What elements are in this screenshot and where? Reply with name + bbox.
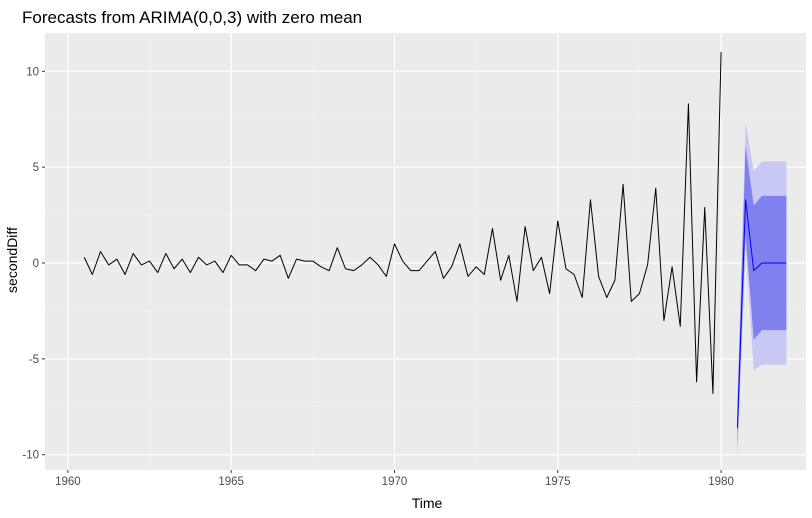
x-tick-label: 1975 <box>545 476 571 488</box>
x-axis-title: Time <box>412 495 443 511</box>
prediction-interval-80 <box>737 146 787 448</box>
y-tick-label: 5 <box>33 162 39 174</box>
y-axis: -10 -5 0 5 10 <box>22 66 45 462</box>
y-tick-label: -10 <box>22 450 39 462</box>
y-tick-label: 10 <box>26 66 39 78</box>
x-tick-label: 1960 <box>55 476 81 488</box>
series-lines <box>83 52 787 428</box>
y-tick-label: -5 <box>29 354 39 366</box>
x-axis: 1960 1965 1970 1975 1980 <box>55 470 734 488</box>
y-tick-label: 0 <box>33 258 39 270</box>
x-tick-label: 1980 <box>708 476 734 488</box>
forecast-series-line <box>736 199 787 428</box>
y-axis-title: secondDiff <box>4 227 20 293</box>
plot-panel <box>45 33 806 470</box>
prediction-intervals <box>737 123 787 459</box>
minor-gridlines <box>45 33 806 470</box>
x-tick-label: 1965 <box>218 476 244 488</box>
observed-series-line <box>83 52 722 394</box>
chart-title: Forecasts from ARIMA(0,0,3) with zero me… <box>22 8 362 27</box>
x-tick-label: 1970 <box>382 476 408 488</box>
